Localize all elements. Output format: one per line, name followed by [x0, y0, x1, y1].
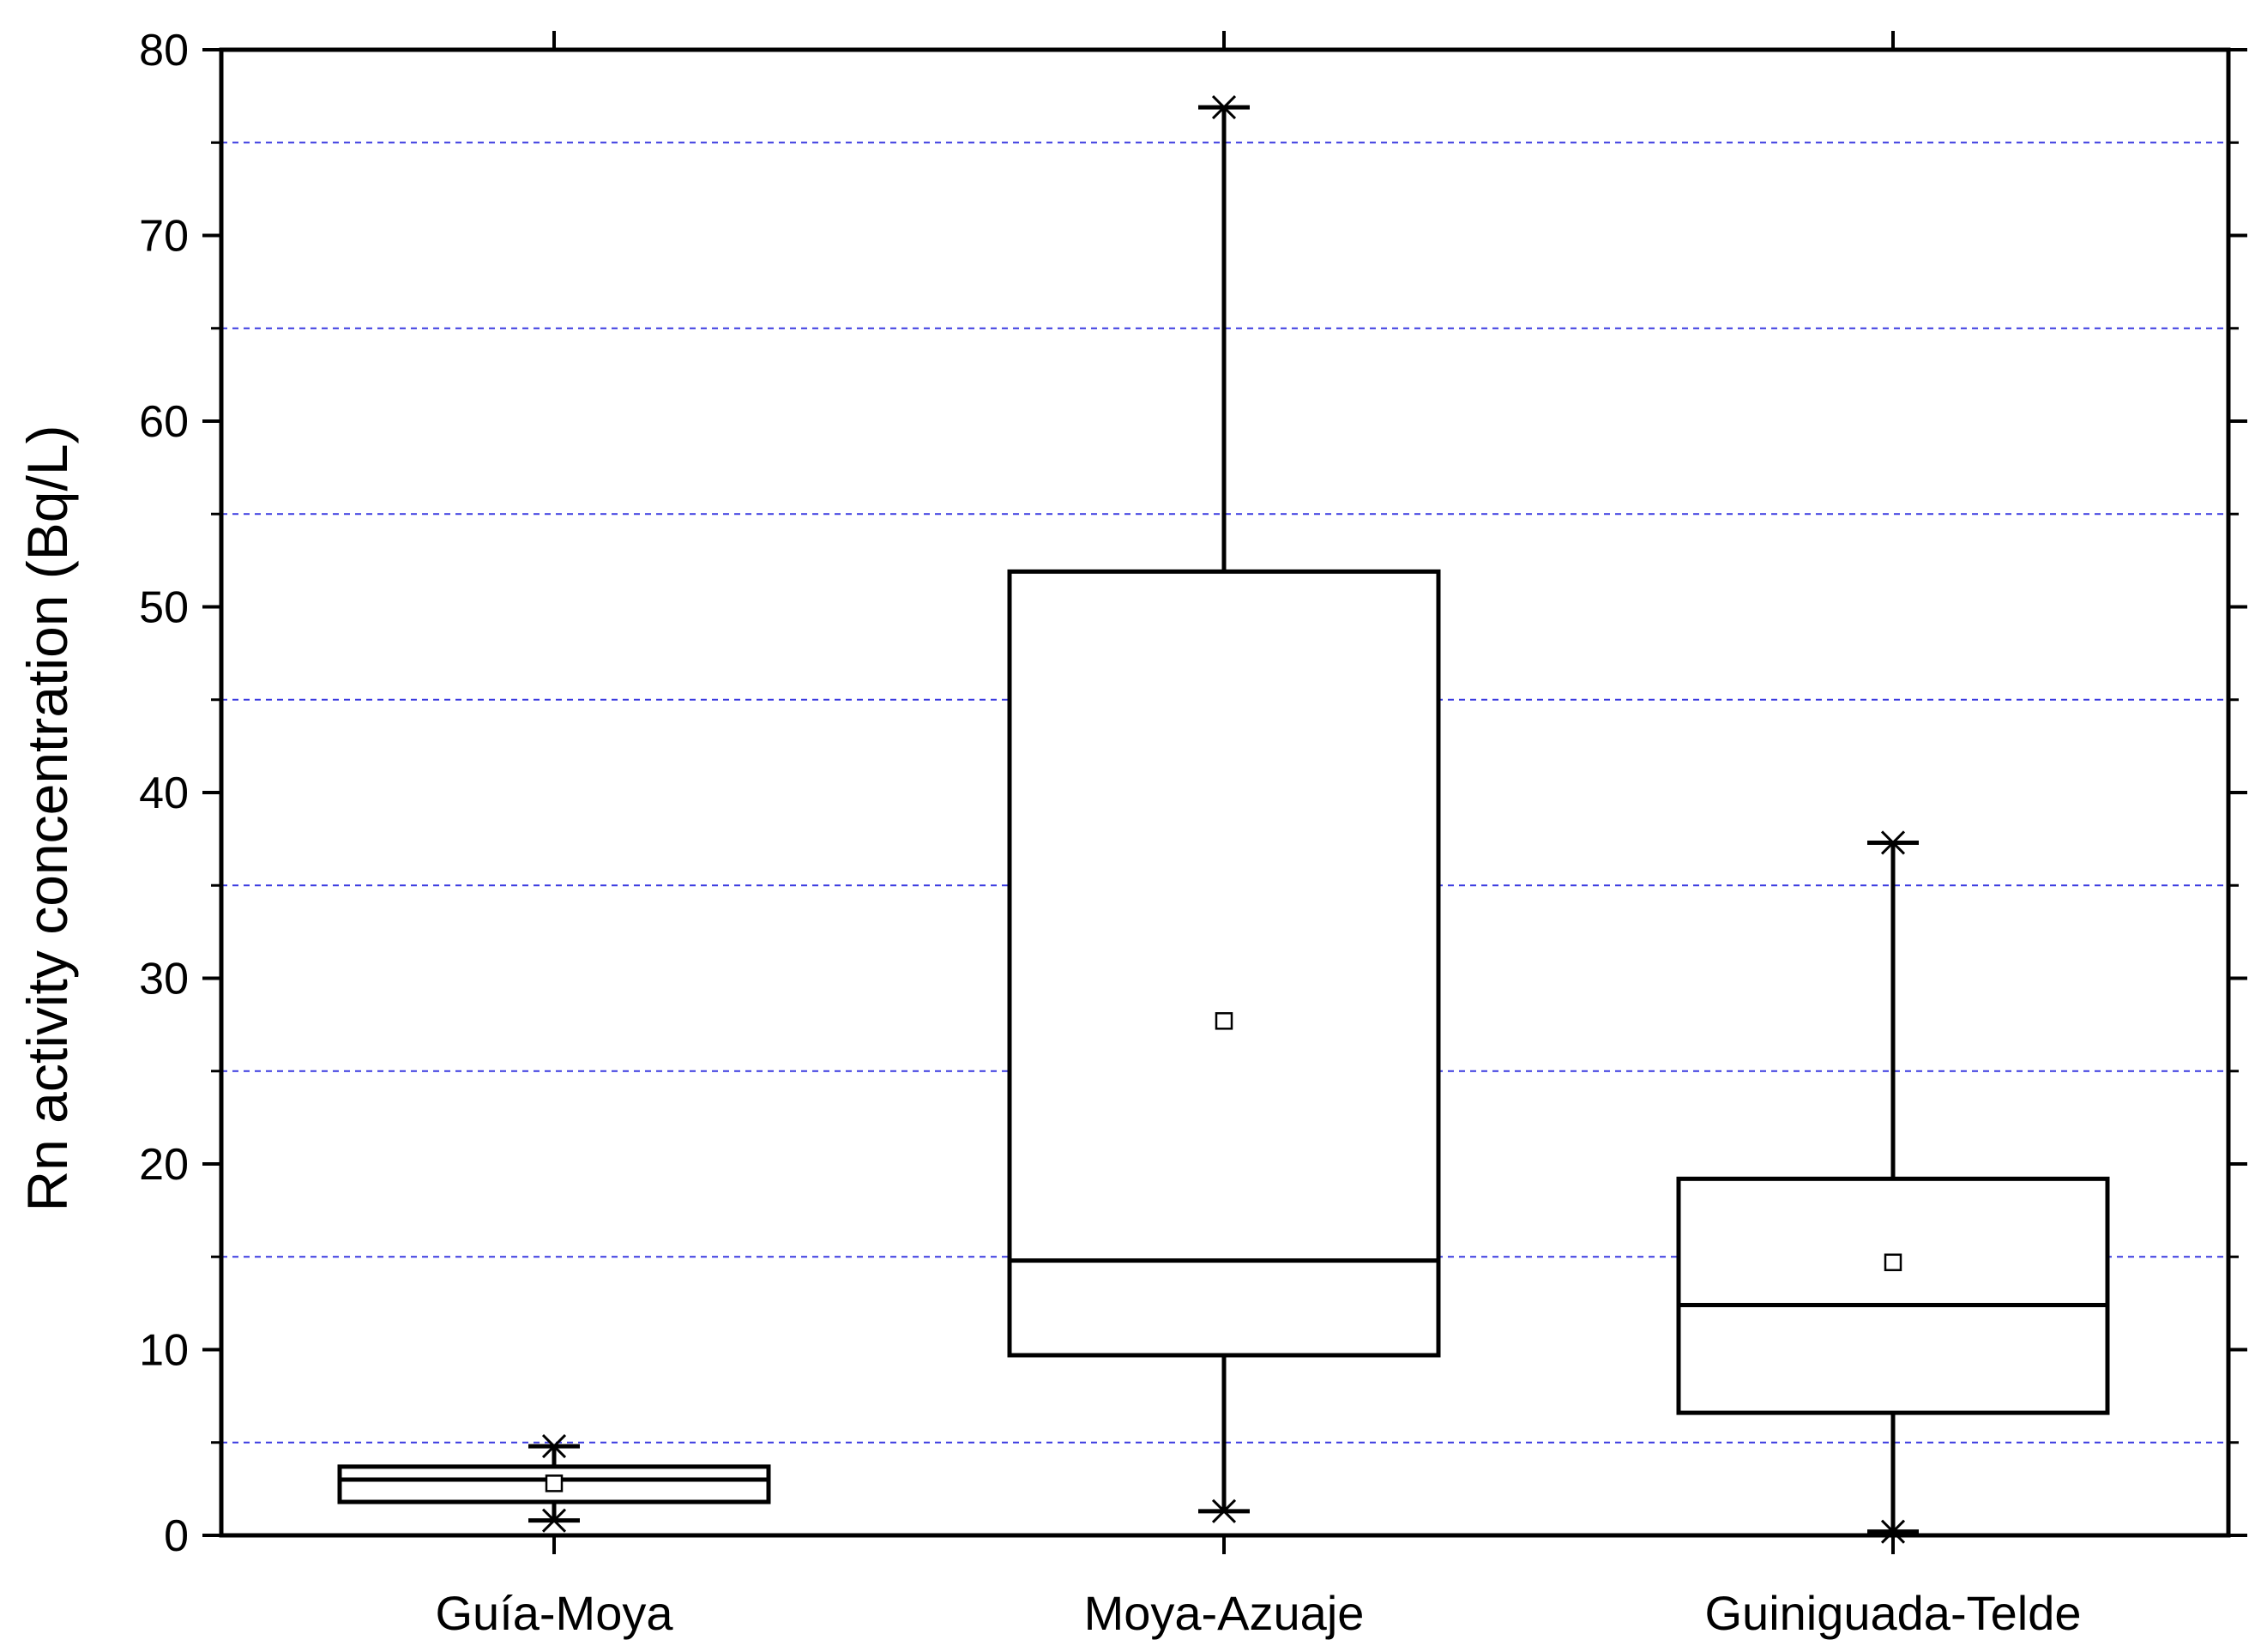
y-tick-label: 30: [139, 955, 189, 1004]
y-axis-title: Rn activity concentration (Bq/L): [15, 425, 79, 1211]
min-marker: [1211, 1498, 1237, 1523]
max-marker: [1211, 95, 1237, 120]
mean-marker: [1884, 1253, 1902, 1271]
axes: [202, 31, 2247, 1554]
boxes: [337, 95, 2110, 1544]
x-tick-label: Guiniguada-Telde: [1705, 1586, 2082, 1640]
max-marker: [541, 1434, 567, 1459]
y-tick-label: 80: [139, 26, 189, 75]
max-marker: [1880, 830, 1906, 855]
box-1: [337, 1434, 771, 1533]
min-marker: [1880, 1519, 1906, 1544]
tick-labels: 0 10 20 30 40 50 60 70 80 Guía-Moya Moya-Azuaje Gui…: [139, 26, 2081, 1640]
min-marker: [541, 1508, 567, 1533]
x-tick-label: Moya-Azuaje: [1084, 1586, 1365, 1640]
x-tick-label: Guía-Moya: [436, 1586, 674, 1640]
y-tick-label: 70: [139, 212, 189, 262]
y-tick-label: 20: [139, 1140, 189, 1190]
mean-marker: [1215, 1012, 1233, 1030]
iqr-box: [1676, 1176, 2110, 1415]
iqr-box: [1007, 569, 1441, 1358]
y-tick-label: 10: [139, 1326, 189, 1376]
y-tick-label: 60: [139, 397, 189, 447]
y-tick-label: 50: [139, 583, 189, 633]
box-2: [1007, 95, 1441, 1523]
mean-marker: [545, 1474, 564, 1492]
y-tick-label: 40: [139, 769, 189, 818]
y-tick-label: 0: [164, 1511, 189, 1561]
box-3: [1676, 830, 2110, 1544]
